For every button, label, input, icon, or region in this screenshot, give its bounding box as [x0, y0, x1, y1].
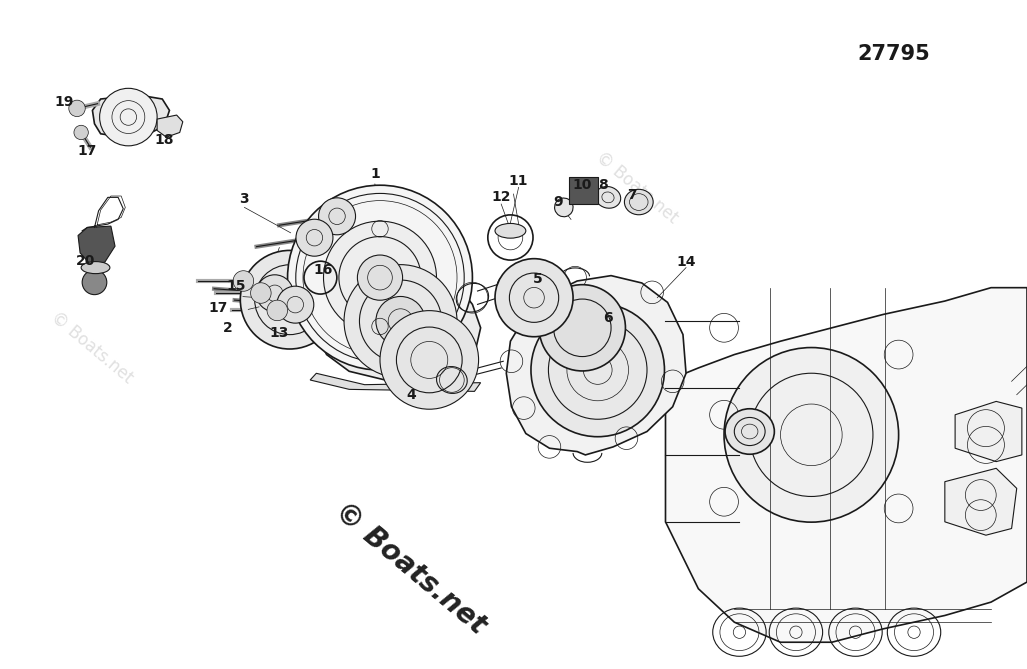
Ellipse shape [495, 223, 526, 238]
Text: 16: 16 [314, 263, 333, 276]
Text: 6: 6 [603, 311, 613, 324]
Text: 27795: 27795 [858, 43, 929, 64]
Text: © Boats.net: © Boats.net [330, 497, 492, 640]
Circle shape [277, 286, 314, 323]
Circle shape [495, 259, 573, 337]
Text: 10: 10 [573, 178, 592, 191]
Circle shape [296, 219, 333, 256]
Polygon shape [310, 373, 481, 391]
Text: 15: 15 [227, 280, 245, 293]
Circle shape [288, 185, 472, 370]
Polygon shape [506, 276, 686, 455]
Text: 9: 9 [553, 195, 563, 209]
Circle shape [257, 275, 294, 312]
Polygon shape [157, 115, 183, 137]
Circle shape [74, 125, 88, 140]
Circle shape [380, 310, 479, 409]
Circle shape [318, 198, 355, 235]
Polygon shape [955, 401, 1022, 462]
Ellipse shape [555, 198, 573, 217]
Text: 18: 18 [155, 134, 174, 147]
Circle shape [531, 303, 664, 437]
Polygon shape [316, 264, 481, 383]
Text: 17: 17 [208, 301, 227, 314]
Text: 14: 14 [677, 256, 695, 269]
Circle shape [344, 265, 457, 377]
Ellipse shape [624, 189, 653, 215]
Polygon shape [92, 95, 169, 137]
Polygon shape [665, 288, 1027, 642]
Text: 2: 2 [223, 321, 233, 334]
Text: 7: 7 [626, 189, 637, 202]
Circle shape [82, 270, 107, 294]
Polygon shape [78, 226, 115, 264]
Text: 8: 8 [598, 179, 608, 192]
Circle shape [376, 296, 425, 346]
Circle shape [251, 283, 271, 303]
Ellipse shape [725, 409, 774, 454]
Circle shape [267, 300, 288, 320]
Ellipse shape [596, 187, 620, 208]
Text: 11: 11 [509, 174, 528, 187]
Text: © Boats.net: © Boats.net [48, 308, 137, 387]
Circle shape [539, 285, 625, 371]
Text: 5: 5 [533, 272, 543, 286]
Polygon shape [945, 468, 1017, 535]
Text: 1: 1 [370, 167, 380, 181]
Circle shape [240, 250, 339, 349]
Text: 4: 4 [406, 388, 416, 401]
Circle shape [724, 348, 899, 522]
Text: 19: 19 [54, 95, 73, 108]
Circle shape [357, 255, 403, 300]
Text: 20: 20 [76, 254, 94, 268]
Ellipse shape [81, 262, 110, 274]
FancyBboxPatch shape [569, 177, 598, 204]
Text: © Boats.net: © Boats.net [593, 148, 681, 227]
Circle shape [69, 100, 85, 116]
Text: 12: 12 [492, 191, 510, 204]
Text: 13: 13 [270, 326, 289, 340]
Text: 3: 3 [239, 193, 250, 206]
Text: 17: 17 [78, 144, 97, 157]
Circle shape [100, 88, 157, 146]
Circle shape [324, 221, 436, 334]
Circle shape [233, 271, 254, 291]
